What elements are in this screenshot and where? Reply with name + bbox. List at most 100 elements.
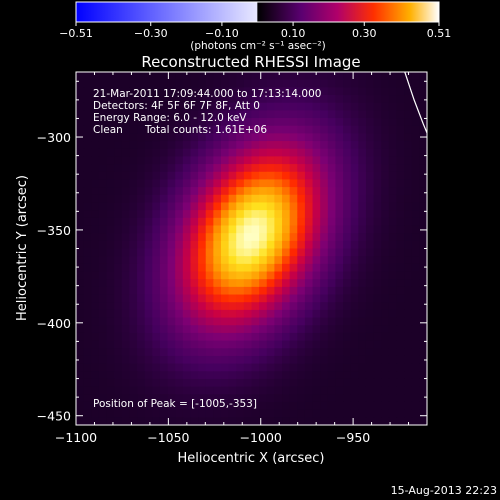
heatmap-cell xyxy=(327,409,337,418)
heatmap-cell xyxy=(297,102,306,111)
heatmap-cell xyxy=(251,225,260,234)
heatmap-cell xyxy=(358,171,367,181)
heatmap-cell xyxy=(335,148,344,158)
heatmap-cell xyxy=(297,141,306,150)
heatmap-cell xyxy=(213,294,222,303)
heatmap-cell xyxy=(236,363,245,372)
heatmap-cell xyxy=(388,340,398,349)
annotation-peak-position: Position of Peak = [-1005,-353] xyxy=(93,398,257,410)
heatmap-cell xyxy=(220,363,230,372)
heatmap-cell xyxy=(266,401,275,411)
heatmap-cell xyxy=(304,386,314,395)
heatmap-cell xyxy=(205,179,214,188)
heatmap-cell xyxy=(213,148,222,158)
heatmap-cell xyxy=(343,187,352,196)
heatmap-cell xyxy=(190,171,199,181)
heatmap-cell xyxy=(121,409,131,418)
heatmap-cell xyxy=(388,279,398,288)
heatmap-cell xyxy=(289,210,298,219)
heatmap-cell xyxy=(365,309,375,319)
heatmap-cell xyxy=(381,294,390,303)
heatmap-cell xyxy=(137,271,146,280)
heatmap-cell xyxy=(358,302,367,311)
heatmap-cell xyxy=(350,233,359,242)
heatmap-cell xyxy=(236,386,245,395)
heatmap-cell xyxy=(251,355,260,365)
heatmap-cell xyxy=(411,256,420,265)
heatmap-cell xyxy=(167,79,176,88)
heatmap-cell xyxy=(152,118,161,127)
heatmap-cell xyxy=(213,79,222,88)
heatmap-cell xyxy=(304,271,314,280)
heatmap-cell xyxy=(282,394,291,403)
heatmap-cell xyxy=(175,164,184,173)
heatmap-cell xyxy=(289,271,298,280)
heatmap-cell xyxy=(236,417,245,425)
heatmap-cell xyxy=(137,240,146,250)
heatmap-cell xyxy=(159,355,169,365)
heatmap-cell xyxy=(236,217,245,227)
heatmap-cell xyxy=(213,378,222,388)
heatmap-cell xyxy=(198,394,207,403)
heatmap-cell xyxy=(312,233,321,242)
heatmap-cell xyxy=(259,187,268,196)
heatmap-cell xyxy=(404,210,413,219)
heatmap-cell xyxy=(373,386,382,395)
heatmap-cell xyxy=(190,340,199,349)
heatmap-cell xyxy=(121,332,131,342)
heatmap-cell xyxy=(259,110,268,119)
heatmap-cell xyxy=(137,348,146,357)
heatmap-cell xyxy=(327,233,337,242)
heatmap-cell xyxy=(76,72,85,81)
heatmap-cell xyxy=(373,141,382,150)
heatmap-cell xyxy=(205,72,214,81)
heatmap-cell xyxy=(320,371,329,380)
heatmap-cell xyxy=(419,286,427,296)
heatmap-cell xyxy=(297,156,306,165)
heatmap-cell xyxy=(365,240,375,250)
heatmap-cell xyxy=(83,133,92,142)
heatmap-cell xyxy=(220,409,230,418)
heatmap-cell xyxy=(76,217,85,227)
heatmap-cell xyxy=(167,72,176,81)
heatmap-cell xyxy=(152,240,161,250)
heatmap-cell xyxy=(335,386,344,395)
heatmap-cell xyxy=(159,317,169,326)
heatmap-cell xyxy=(114,133,123,142)
heatmap-cell xyxy=(343,79,352,88)
heatmap-cell xyxy=(91,363,100,372)
heatmap-cell xyxy=(327,171,337,181)
heatmap-cell xyxy=(121,256,131,265)
heatmap-cell xyxy=(228,72,237,81)
heatmap-cell xyxy=(220,294,230,303)
heatmap-cell xyxy=(320,141,329,150)
heatmap-cell xyxy=(358,110,367,119)
heatmap-cell xyxy=(404,202,413,211)
heatmap-cell xyxy=(175,156,184,165)
heatmap-cell xyxy=(144,133,153,142)
heatmap-cell xyxy=(358,141,367,150)
heatmap-cell xyxy=(83,156,92,165)
heatmap-cell xyxy=(175,386,184,395)
heatmap-cell xyxy=(198,409,207,418)
heatmap-cell xyxy=(411,194,420,204)
heatmap-cell xyxy=(266,248,275,257)
heatmap-cell xyxy=(137,72,146,81)
annotation-clean: Clean xyxy=(93,124,123,136)
heatmap-cell xyxy=(381,378,390,388)
heatmap-cell xyxy=(190,363,199,372)
heatmap-cell xyxy=(106,355,115,365)
heatmap-cell xyxy=(381,302,390,311)
heatmap-cell xyxy=(289,309,298,319)
heatmap-cell xyxy=(220,156,230,165)
heatmap-cell xyxy=(320,340,329,349)
heatmap-cell xyxy=(91,79,100,88)
heatmap-cell xyxy=(144,102,153,111)
heatmap-cell xyxy=(83,141,92,150)
heatmap-cell xyxy=(373,417,382,425)
heatmap-cell xyxy=(198,133,207,142)
heatmap-cell xyxy=(106,79,115,88)
heatmap-cell xyxy=(259,240,268,250)
heatmap-cell xyxy=(358,286,367,296)
